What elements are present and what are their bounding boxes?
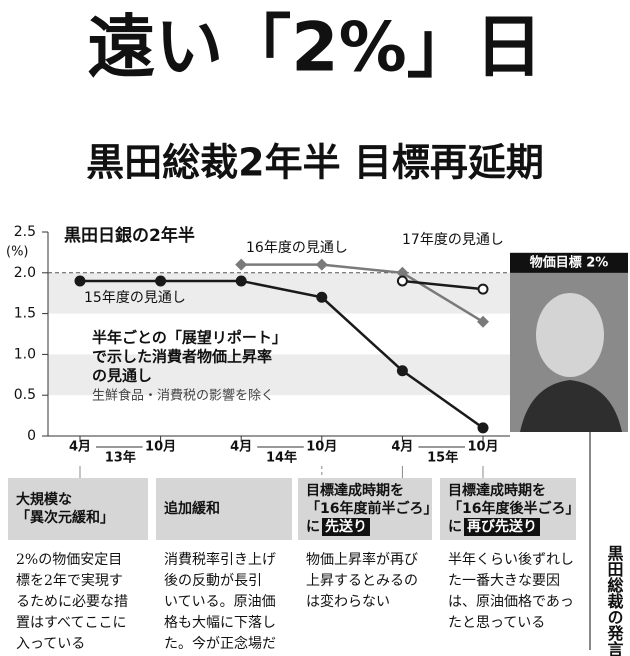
side-label: 黒田総裁の発言: [605, 545, 625, 656]
y-tick-label: 0.5: [14, 387, 36, 403]
event-quote: 格も大幅に下落し: [164, 615, 276, 631]
chart-title: 黒田日銀の2年半: [64, 225, 195, 246]
event-quote: 半年くらい後ずれし: [448, 552, 574, 568]
x-tick-label: 10月: [467, 440, 498, 455]
series-line: [80, 279, 484, 429]
x-tick-label: 10月: [306, 440, 337, 455]
y-tick-label: 1.5: [14, 306, 36, 322]
event-quote: るために必要な措: [16, 594, 128, 610]
event-heading-em: 再び先送り: [467, 518, 537, 535]
event-box: [156, 478, 292, 540]
marker: [396, 275, 408, 287]
marker: [235, 258, 248, 271]
series-label: 15年度の見通し: [84, 290, 186, 306]
target-box: [510, 252, 628, 273]
event-heading: に: [306, 519, 320, 535]
band: [48, 354, 510, 396]
photo: [510, 272, 628, 432]
x-tick-label: 4月: [230, 440, 252, 455]
x-tick-label: 10月: [145, 440, 176, 455]
year-label: 15年: [427, 450, 458, 466]
marker: [155, 275, 167, 287]
event-heading: 大規模な: [16, 491, 72, 508]
y-tick-label: 2.5: [14, 224, 36, 240]
series-line: [241, 263, 484, 323]
note: 生鮮食品・消費税の影響を除く: [92, 388, 274, 404]
event-heading: 「16年度前半ごろ」: [306, 500, 437, 517]
event-heading: 目標達成時期を: [448, 482, 546, 499]
target-label: 物価目標 2%: [530, 254, 609, 270]
band: [48, 272, 510, 314]
annotation: の見通し: [92, 367, 152, 385]
marker: [315, 258, 328, 271]
annotation: で示した消費者物価上昇率: [92, 348, 272, 366]
event-box: [8, 478, 148, 540]
marker: [396, 365, 408, 377]
event-heading-em: 先送り: [325, 518, 367, 535]
year-label: 13年: [105, 450, 136, 466]
event-quote: 後の反動が長引: [164, 573, 262, 589]
event-quote: 物価上昇率が再び: [306, 551, 418, 568]
event-quote: 入っている: [16, 636, 85, 652]
event-heading: 「16年度後半ごろ」: [448, 500, 579, 517]
event-quote: は変わらない: [306, 593, 390, 610]
em-box: [464, 518, 540, 536]
event-heading: 目標達成時期を: [306, 482, 404, 499]
event-heading: 追加緩和: [164, 500, 220, 517]
marker: [74, 275, 86, 287]
event-quote: 置はすべてここに: [16, 615, 126, 631]
marker: [477, 422, 489, 434]
marker: [477, 315, 489, 328]
x-tick-label: 4月: [391, 440, 413, 455]
subheadline: 黒田総裁2年半 目標再延期: [86, 141, 544, 185]
headline: 遠い「2%」日: [87, 9, 542, 88]
event-quote: 2%の物価安定目: [16, 552, 122, 568]
event-quote: 標を2年で実現す: [16, 573, 123, 589]
marker: [477, 283, 489, 295]
event-heading: 「異次元緩和」: [16, 509, 114, 526]
y-unit: (%): [6, 245, 29, 260]
series-label: 17年度の見通し: [402, 232, 504, 248]
year-label: 14年: [266, 450, 297, 466]
marker: [235, 275, 247, 287]
event-quote: た。今が正念場だ: [164, 635, 276, 652]
y-tick-label: 0: [27, 428, 36, 444]
series-line: [402, 279, 484, 291]
event-quote: た一番大きな要因: [448, 573, 560, 589]
event-quote: いている。原油価: [164, 594, 276, 610]
event-quote: たと思っている: [448, 615, 545, 631]
marker: [396, 266, 409, 279]
em-box: [322, 518, 370, 536]
annotation: 半年ごとの「展望リポート」: [92, 329, 287, 347]
event-quote: 消費税率引き上げ: [164, 551, 276, 568]
marker: [316, 291, 328, 303]
y-tick-label: 2.0: [14, 265, 36, 281]
x-tick-label: 4月: [69, 440, 91, 455]
event-quote: は、原油価格であっ: [448, 594, 574, 610]
event-quote: 上昇するとみるの: [306, 573, 418, 589]
series-label: 16年度の見通し: [246, 240, 348, 256]
event-heading: に: [448, 519, 462, 535]
y-tick-label: 1.0: [14, 346, 36, 362]
